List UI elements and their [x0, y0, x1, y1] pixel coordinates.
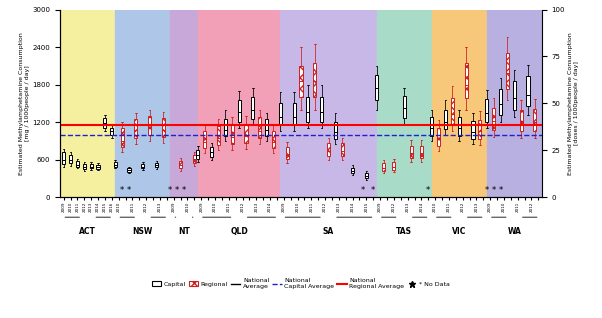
Text: *: *: [168, 186, 172, 195]
Bar: [444, 110, 447, 129]
Bar: [134, 119, 137, 138]
Bar: [281, 10, 377, 197]
Text: *: *: [491, 186, 496, 195]
Bar: [320, 97, 323, 122]
Bar: [487, 10, 542, 197]
Bar: [244, 125, 247, 143]
Bar: [520, 110, 523, 131]
Bar: [465, 63, 468, 98]
Bar: [76, 161, 79, 167]
Bar: [375, 75, 378, 100]
Bar: [420, 146, 423, 158]
Bar: [279, 103, 282, 125]
Bar: [533, 109, 536, 131]
Bar: [198, 10, 281, 197]
Bar: [451, 98, 454, 124]
Text: *: *: [120, 186, 124, 195]
Bar: [224, 119, 227, 136]
Text: *: *: [361, 186, 365, 195]
Bar: [82, 164, 86, 169]
Bar: [110, 128, 113, 135]
Bar: [499, 89, 502, 114]
Bar: [393, 162, 396, 169]
Bar: [69, 155, 72, 163]
Bar: [265, 119, 268, 136]
Text: NT: NT: [178, 227, 190, 236]
Text: TAS: TAS: [396, 227, 412, 236]
Bar: [293, 103, 296, 125]
Bar: [334, 122, 337, 139]
Text: *: *: [175, 186, 179, 195]
Bar: [148, 116, 151, 135]
Bar: [341, 143, 344, 156]
Text: VIC: VIC: [452, 227, 467, 236]
Bar: [258, 117, 261, 138]
Bar: [210, 147, 213, 156]
Y-axis label: Estimated Methylamphetamine Consumption
[mg / 1000people / day]: Estimated Methylamphetamine Consumption …: [19, 32, 29, 175]
Bar: [115, 10, 170, 197]
Legend: Capital, Regional, National
Average, National
Capital Average, National
Regional: Capital, Regional, National Average, Nat…: [149, 276, 453, 292]
Bar: [162, 118, 165, 137]
Bar: [193, 155, 196, 163]
Bar: [403, 96, 406, 118]
Bar: [251, 97, 255, 119]
Bar: [382, 163, 385, 171]
Bar: [196, 150, 199, 159]
Bar: [238, 100, 241, 122]
Bar: [272, 132, 275, 149]
Bar: [62, 152, 65, 164]
Text: NSW: NSW: [132, 227, 153, 236]
Bar: [409, 146, 412, 158]
Bar: [217, 127, 220, 145]
Bar: [179, 161, 182, 169]
Bar: [437, 128, 440, 146]
Bar: [60, 10, 115, 197]
Bar: [432, 10, 487, 197]
Bar: [377, 10, 432, 197]
Bar: [203, 132, 206, 149]
Bar: [286, 147, 289, 159]
Text: *: *: [182, 186, 186, 195]
Text: *: *: [426, 186, 430, 195]
Bar: [471, 121, 474, 139]
Y-axis label: Estimated Methylamphetamine Consumption
[doses / 1000people / day]: Estimated Methylamphetamine Consumption …: [568, 32, 579, 175]
Bar: [128, 169, 131, 171]
Bar: [485, 99, 488, 122]
Text: *: *: [485, 186, 489, 195]
Bar: [351, 168, 354, 173]
Bar: [365, 173, 368, 178]
Bar: [104, 118, 107, 128]
Bar: [299, 66, 303, 97]
Bar: [506, 53, 509, 89]
Bar: [327, 143, 330, 156]
Text: QLD: QLD: [230, 227, 248, 236]
Bar: [430, 117, 433, 136]
Text: ACT: ACT: [79, 227, 96, 236]
Bar: [120, 128, 123, 147]
Bar: [513, 81, 516, 110]
Bar: [527, 76, 530, 107]
Bar: [155, 163, 158, 167]
Text: *: *: [498, 186, 503, 195]
Bar: [231, 125, 234, 144]
Bar: [141, 164, 144, 169]
Text: SA: SA: [323, 227, 334, 236]
Bar: [458, 117, 461, 136]
Text: *: *: [371, 186, 376, 195]
Bar: [96, 165, 99, 169]
Text: *: *: [127, 186, 131, 195]
Bar: [114, 162, 117, 167]
Bar: [492, 108, 495, 130]
Bar: [306, 97, 309, 122]
Bar: [90, 164, 93, 169]
Text: WA: WA: [507, 227, 521, 236]
Bar: [170, 10, 198, 197]
Bar: [479, 120, 482, 139]
Bar: [313, 63, 316, 97]
